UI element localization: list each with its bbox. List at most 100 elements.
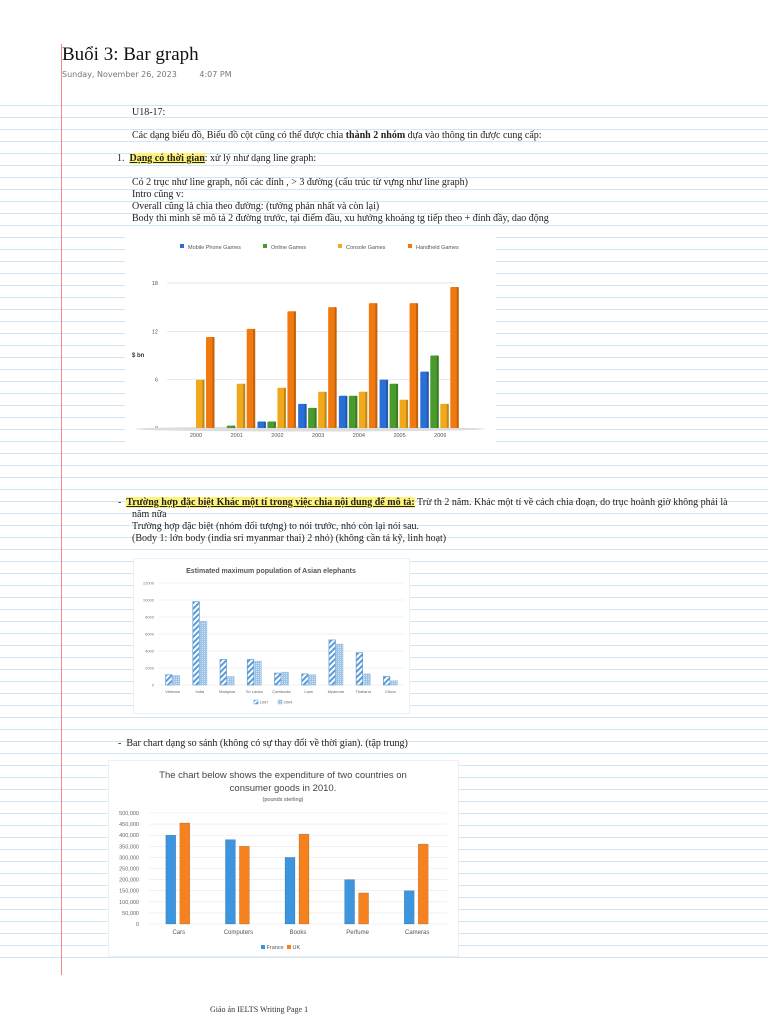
bar [403, 890, 415, 925]
legend-label: 1997 [260, 700, 270, 705]
chart-title: consumer goods in 2010. [230, 783, 337, 794]
bar [281, 671, 289, 686]
red-margin-line [61, 44, 62, 975]
bar [348, 395, 358, 428]
bar [236, 383, 246, 428]
bar [363, 673, 371, 686]
y-tick-label: 10000 [143, 598, 155, 603]
bar [206, 336, 215, 428]
x-tick-label: Thailand [355, 689, 370, 694]
x-tick-label: Sri Lanka [246, 689, 264, 694]
y-axis-label: $ bn [132, 353, 145, 359]
x-tick-label: Computers [224, 930, 253, 936]
y-tick-label: 200,000 [119, 878, 139, 884]
section2-heading: - Trường hợp đặc biệt Khác một tí trong … [118, 497, 728, 509]
bar [267, 421, 276, 428]
bar [450, 287, 459, 428]
legend-label: France [267, 945, 284, 951]
section1-rest: : xử lý như dạng line graph: [204, 153, 317, 164]
bar [308, 674, 317, 686]
page-title: Buổi 3: Bar graph [62, 44, 199, 65]
y-tick-label: 6000 [145, 632, 155, 637]
bar [284, 857, 296, 925]
page-meta: Sunday, November 26, 2023 4:07 PM [62, 70, 252, 79]
bar [368, 303, 378, 428]
bar [199, 620, 208, 686]
chart-game-sales-svg: Mobile Phone Games Online Games Console Ga… [132, 244, 485, 439]
bar [219, 659, 227, 686]
bar [383, 676, 391, 686]
bar [227, 676, 235, 686]
legend-swatch [338, 244, 342, 248]
bar [420, 371, 429, 428]
legend-label: UK [293, 945, 301, 951]
legend-swatch [263, 244, 267, 248]
legend-swatch [287, 945, 291, 949]
x-tick-label: Malaysia [219, 689, 236, 694]
legend-label: Online Games [271, 245, 306, 251]
bar [274, 672, 282, 686]
chart-title: The chart below shows the expenditure of… [159, 770, 407, 781]
bar [196, 379, 205, 428]
bar [287, 311, 296, 428]
x-tick-label: Books [290, 930, 307, 936]
y-tick-label: 0 [152, 683, 155, 688]
bar [308, 407, 317, 428]
section2-highlight: Trường hợp đặc biệt Khác một tí trong vi… [126, 497, 415, 508]
bar [246, 328, 256, 428]
bar [379, 379, 389, 428]
bar [417, 843, 429, 925]
x-tick-label: 2000 [190, 433, 202, 439]
intro-post: dựa vào thông tin được cung cấp: [405, 130, 542, 141]
chart-elephants-svg: Estimated maximum population of Asian el… [143, 568, 404, 705]
legend-swatch [253, 699, 259, 705]
bar [298, 833, 310, 925]
page-time: 4:07 PM [199, 70, 232, 79]
bar [226, 425, 236, 428]
section3-text: Bar chart dạng so sánh (không có sự thay… [126, 738, 408, 749]
bar [389, 383, 399, 428]
bar [338, 395, 348, 428]
chart-subtitle: (pounds sterling) [263, 797, 304, 803]
section2-line: năm nữa [132, 509, 167, 520]
legend-label: Handheld Games [416, 245, 459, 251]
bar [165, 834, 177, 925]
bar [355, 652, 364, 686]
chart-consumer-goods: The chart below shows the expenditure of… [108, 760, 459, 957]
x-tick-label: Perfume [346, 930, 369, 936]
bar [328, 639, 336, 686]
lesson-code: U18-17: [132, 107, 166, 118]
bar [298, 403, 307, 428]
bar [172, 675, 180, 686]
y-tick-label: 8000 [145, 615, 155, 620]
bar [239, 846, 250, 925]
legend-swatch [277, 699, 283, 705]
section1-line: Intro cũng v: [132, 189, 184, 200]
bar [225, 839, 236, 925]
bar [277, 387, 286, 428]
x-tick-label: Myanmar [328, 689, 345, 694]
y-tick-label: 12000 [143, 581, 155, 586]
bar [257, 421, 266, 428]
x-tick-label: Cameras [405, 930, 429, 936]
x-tick-label: 2006 [434, 433, 446, 439]
y-tick-label: 100,000 [119, 900, 139, 906]
bar [336, 643, 344, 686]
y-tick-label: 6 [155, 378, 158, 384]
x-tick-label: 2001 [231, 433, 243, 439]
bar [179, 822, 191, 925]
x-tick-label: China [385, 689, 396, 694]
y-tick-label: 12 [152, 329, 158, 335]
legend-swatch [261, 945, 265, 949]
bar [254, 660, 262, 686]
x-tick-label: 2004 [353, 433, 365, 439]
y-tick-label: 150,000 [119, 889, 139, 895]
bar [328, 307, 337, 428]
section1-heading: 1. Dạng có thời gian: xử lý như dạng lin… [117, 153, 316, 165]
page-date: Sunday, November 26, 2023 [62, 70, 177, 79]
legend-swatch [408, 244, 412, 248]
y-tick-label: 400,000 [119, 833, 139, 839]
intro-pre: Các dạng biểu đồ, Biểu đồ cột cũng có th… [132, 130, 346, 141]
section2-rest: Trừ th 2 năm. Khác một tí về cách chia đ… [414, 497, 728, 508]
bar [246, 659, 255, 686]
